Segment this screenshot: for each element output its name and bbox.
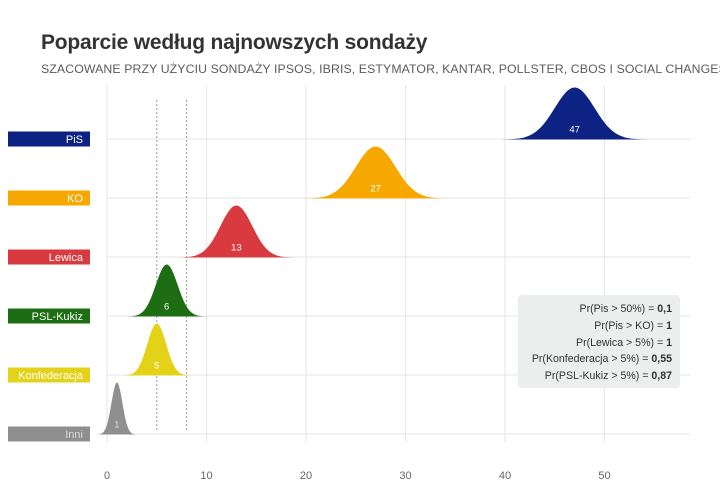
category-label-box [8, 131, 90, 147]
probability-value: 0,1 [657, 303, 672, 315]
ridge-value-label: 27 [370, 184, 381, 195]
category-label-inni: Inni [65, 429, 83, 441]
ridge-value-label: 13 [231, 243, 242, 254]
category-label-lewica: Lewica [49, 252, 84, 264]
category-label-pis: PiS [66, 134, 83, 146]
probability-label: Pr(PSL-Kukiz > 5%) = [544, 370, 652, 383]
ridge-value-label: 6 [164, 302, 169, 313]
category-label-box [8, 426, 90, 442]
probability-value: 1 [666, 336, 672, 349]
probability-line: Pr(Pis > KO) = 1 [518, 318, 672, 335]
x-tick-label: 30 [399, 470, 411, 482]
density-ridge [292, 146, 460, 199]
category-label-psl-kukiz: PSL-Kukiz [32, 311, 83, 323]
ridge-layer: 47 27 13 6 5 1 [93, 87, 659, 435]
density-ridge [93, 382, 140, 435]
ridge-value-label: 47 [569, 125, 580, 136]
density-ridge [120, 264, 213, 317]
label-layer: PiS KO Lewica PSL-Kukiz Konfederacja Inni [8, 131, 90, 442]
probability-value: 1 [666, 319, 672, 332]
probability-line: Pr(Konfederacja > 5%) = 0,55 [518, 351, 672, 368]
category-label-konfederacja: Konfederacja [18, 370, 84, 382]
probability-line: Pr(PSL-Kukiz > 5%) = 0,87 [518, 368, 672, 385]
x-tick-label: 40 [499, 470, 511, 482]
x-axis: 0 10 20 30 40 50 [104, 470, 611, 482]
probability-label: Pr(Lewica > 5%) = [576, 336, 667, 349]
probability-box: Pr(Pis > 50%) = 0,1 Pr(Pis > KO) = 1 Pr(… [518, 295, 680, 388]
probability-value: 0,87 [651, 370, 672, 383]
density-ridge [491, 87, 659, 140]
probability-label: Pr(Pis > KO) = [594, 319, 667, 332]
chart-subtitle: SZACOWANE PRZY UŻYCIU SONDAŻY IPSOS, IBR… [41, 62, 720, 76]
probability-line: Pr(Lewica > 5%) = 1 [518, 335, 672, 352]
category-label-ko: KO [67, 193, 83, 205]
x-tick-label: 20 [300, 470, 312, 482]
ridge-value-label: 5 [154, 361, 159, 372]
density-ridge [117, 323, 197, 376]
ridge-value-label: 1 [114, 420, 119, 431]
density-ridge [169, 205, 304, 258]
category-label-box [8, 190, 90, 206]
category-label-box [8, 308, 90, 324]
x-tick-label: 10 [200, 470, 212, 482]
category-label-box [8, 249, 90, 265]
probability-line: Pr(Pis > 50%) = 0,1 [518, 301, 672, 318]
chart-title: Poparcie według najnowszych sondaży [41, 31, 428, 54]
probability-label: Pr(Pis > 50%) = [579, 303, 658, 315]
probability-value: 0,55 [651, 353, 672, 366]
x-tick-label: 0 [104, 470, 110, 482]
probability-label: Pr(Konfederacja > 5%) = [531, 353, 652, 366]
category-label-box [8, 367, 90, 383]
x-tick-label: 50 [598, 470, 610, 482]
